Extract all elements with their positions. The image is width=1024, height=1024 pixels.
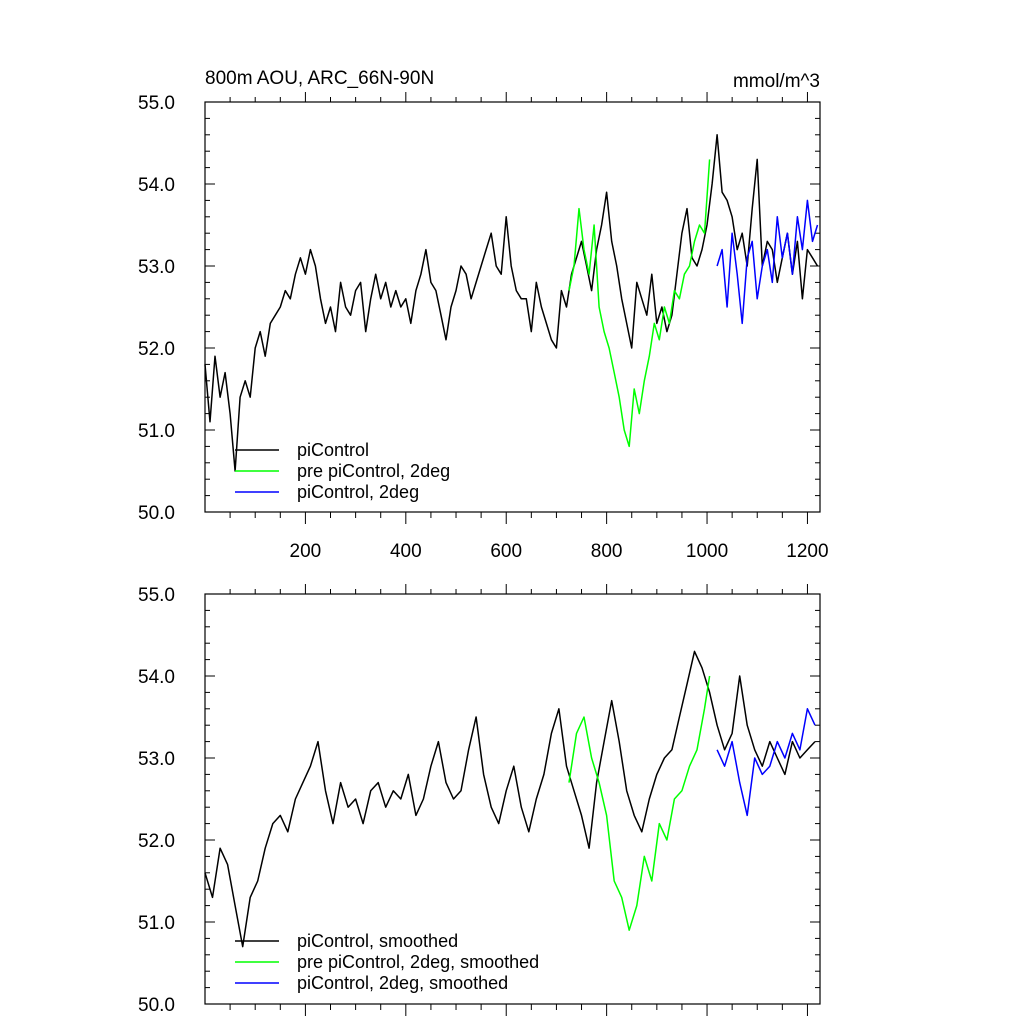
top-legend-label: pre piControl, 2deg — [297, 461, 450, 481]
top-title-right: mmol/m^3 — [733, 71, 820, 92]
top-legend-label: piControl, 2deg — [297, 482, 419, 502]
top-plot-frame — [204, 101, 821, 513]
bottom-legend-label: pre piControl, 2deg, smoothed — [297, 952, 539, 972]
bottom-ytick-label: 52.0 — [138, 831, 175, 852]
top-series-group — [204, 134, 819, 472]
top-xtick-label: 400 — [390, 541, 422, 562]
bottom-series-line-2 — [716, 708, 816, 817]
bottom-series-line-1 — [568, 675, 711, 931]
top-ytick-label: 50.0 — [138, 503, 175, 524]
top-ytick-label: 53.0 — [138, 257, 175, 278]
top-ytick-label: 51.0 — [138, 421, 175, 442]
bottom-axes: 50.0 51.0 52.0 53.0 54.0 55.0 — [138, 584, 820, 1016]
top-legend-label: piControl — [297, 440, 369, 460]
top-xtick-label: 1000 — [686, 541, 728, 562]
bottom-ytick-label: 54.0 — [138, 667, 175, 688]
bottom-plot-frame — [204, 593, 821, 1005]
top-xtick-label: 800 — [591, 541, 623, 562]
bottom-series-group — [204, 650, 816, 948]
top-series-line-2 — [716, 199, 819, 325]
top-series-line-1 — [568, 159, 711, 448]
top-title-left: 800m AOU, ARC_66N-90N — [205, 68, 434, 89]
bottom-ytick-label: 51.0 — [138, 913, 175, 934]
bottom-legend-label: piControl, 2deg, smoothed — [297, 973, 508, 993]
top-ytick-label: 52.0 — [138, 339, 175, 360]
bottom-ytick-label: 55.0 — [138, 585, 175, 606]
bottom-legend-label: piControl, smoothed — [297, 931, 458, 951]
bottom-ytick-label: 50.0 — [138, 995, 175, 1016]
bottom-ytick-label: 53.0 — [138, 749, 175, 770]
bottom-series-line-0 — [204, 650, 816, 948]
top-xtick-label: 1200 — [786, 541, 828, 562]
top-ytick-label: 54.0 — [138, 175, 175, 196]
top-xtick-label: 600 — [490, 541, 522, 562]
top-xtick-label: 200 — [290, 541, 322, 562]
top-panel: 800m AOU, ARC_66N-90N mmol/m^3 50.051.05… — [138, 68, 829, 562]
top-axes: 50.0 51.0 52.0 53.0 54.0 55.0 200 400 600 800 1000… — [138, 92, 829, 562]
top-series-line-0 — [204, 134, 819, 472]
bottom-panel: 50.0 51.0 52.0 53.0 54.0 55.0 piControl, smoo… — [138, 584, 821, 1016]
top-ytick-label: 55.0 — [138, 93, 175, 114]
